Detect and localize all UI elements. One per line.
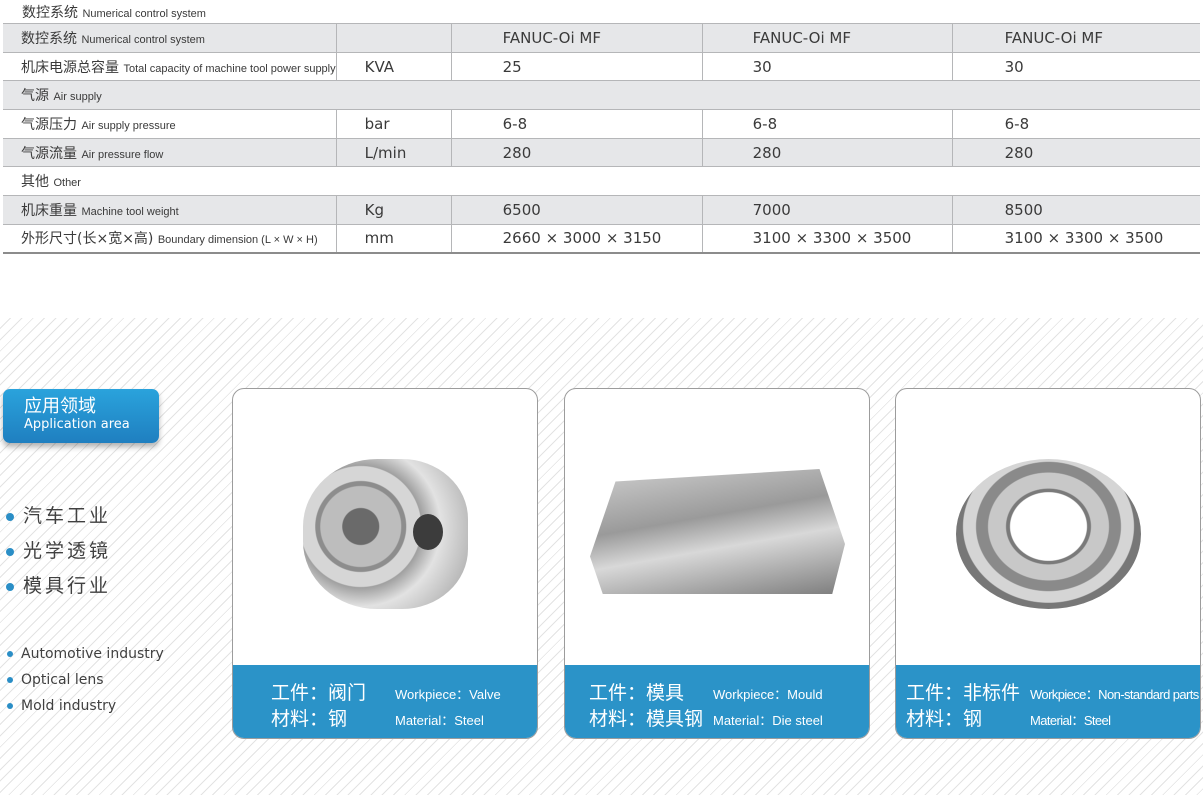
value-cell: 8500 [951,195,1200,225]
value-cell: FANUC-Oi MF [701,23,953,53]
workpiece-en: Workpiece：Non-standard parts [1030,687,1199,702]
value-cell: 6-8 [701,109,953,139]
application-area-badge: 应用领域 Application area [3,389,159,443]
industry-en: Mold industry [7,698,116,714]
table-row: 其他 Other [3,166,1200,196]
param-name: 机床电源总容量 Total capacity of machine tool p… [3,51,337,81]
workpiece-cn: 工件：非标件 [906,682,1021,704]
value-cell: 6-8 [450,109,703,139]
industry-cn: 模具行业 [6,571,111,598]
workpiece-en: Workpiece：Valve [395,687,501,702]
value-cell: FANUC-Oi MF [951,23,1200,53]
unit-cell: L/min [335,137,452,167]
value-cell: 6-8 [951,109,1200,139]
value-cell: 280 [450,137,703,167]
industry-en: Automotive industry [7,646,164,662]
value-cell: 30 [701,51,953,81]
unit-cell: bar [335,109,452,139]
workpiece-cn: 工件：阀门 [271,682,367,704]
spec-table: 数控系统 Numerical control system FANUC-Oi MF… [3,23,1200,254]
material-en: Material：Steel [395,713,484,728]
mould-image [590,469,845,594]
table-row: 气源流量 Air pressure flow L/min 280 280 280 [3,137,1200,167]
unit-cell: KVA [335,51,452,81]
table-row: 数控系统 Numerical control system FANUC-Oi MF… [3,23,1200,53]
param-name: 气源流量 Air pressure flow [3,137,337,167]
table-row: 外形尺寸(长×宽×高) Boundary dimension (L × W × … [3,223,1200,253]
valve-image [303,459,468,609]
param-name: 气源压力 Air supply pressure [3,109,337,139]
value-cell: FANUC-Oi MF [450,23,703,53]
workpiece-card: 工件：非标件 Workpiece：Non-standard parts 材料：钢 Ma… [895,388,1201,739]
unit-cell: mm [335,223,452,253]
value-cell: 280 [951,137,1200,167]
material-en: Material：Die steel [713,713,823,728]
table-row: 气源 Air supply [3,80,1200,110]
param-name: 数控系统 Numerical control system [3,23,337,53]
table-row: 机床电源总容量 Total capacity of machine tool p… [3,51,1200,81]
workpiece-cn: 工件：模具 [589,682,685,704]
flange-image [956,459,1141,609]
material-en: Material：Steel [1030,713,1111,728]
unit-cell: Kg [335,195,452,225]
workpiece-card: 工件：模具 Workpiece：Mould 材料：模具钢 Material：Die s… [564,388,870,739]
badge-cn: 应用领域 [24,396,96,417]
value-cell: 7000 [701,195,953,225]
value-cell: 2660 × 3000 × 3150 [450,223,703,253]
industry-cn: 光学透镜 [6,536,111,563]
param-name: 机床重量 Machine tool weight [3,195,337,225]
section-label: 气源 Air supply [3,80,1200,110]
section-title-cn: 数控系统 [22,5,78,21]
workpiece-card: 工件：阀门 Workpiece：Valve 材料：钢 Material：Steel [232,388,538,739]
badge-en: Application area [24,417,130,432]
card-caption: 工件：阀门 Workpiece：Valve 材料：钢 Material：Steel [233,665,537,738]
material-cn: 材料：钢 [906,708,983,730]
industry-en: Optical lens [7,672,104,688]
material-cn: 材料：模具钢 [589,708,704,730]
material-cn: 材料：钢 [271,708,348,730]
workpiece-en: Workpiece：Mould [713,687,823,702]
section-title-en: Numerical control system [82,8,206,20]
card-caption: 工件：模具 Workpiece：Mould 材料：模具钢 Material：Die s… [565,665,869,738]
table-row: 机床重量 Machine tool weight Kg 6500 7000 8500 [3,195,1200,225]
table-row: 气源压力 Air supply pressure bar 6-8 6-8 6-8 [3,109,1200,139]
industry-cn: 汽车工业 [6,501,111,528]
card-caption: 工件：非标件 Workpiece：Non-standard parts 材料：钢 Ma… [896,665,1200,738]
value-cell: 6500 [450,195,703,225]
unit-cell [335,23,452,53]
value-cell: 3100 × 3300 × 3500 [951,223,1200,253]
value-cell: 280 [701,137,953,167]
param-name: 外形尺寸(长×宽×高) Boundary dimension (L × W × … [3,223,337,253]
section-label: 其他 Other [3,166,1200,196]
section-title: 数控系统 Numerical control system [22,2,206,22]
value-cell: 3100 × 3300 × 3500 [701,223,953,253]
value-cell: 30 [951,51,1200,81]
value-cell: 25 [450,51,703,81]
